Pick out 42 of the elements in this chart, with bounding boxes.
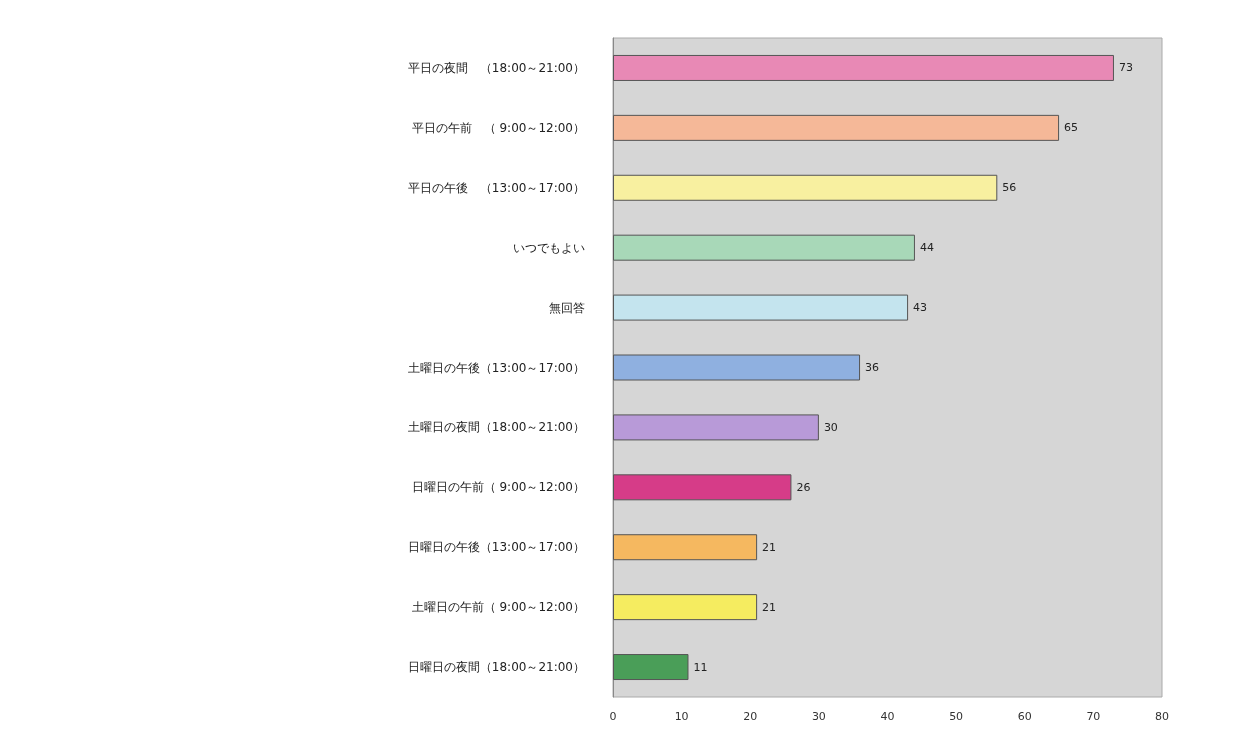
x-tick-label: 20 [743, 710, 758, 723]
y-tick-label: 日曜日の午前（ 9:00～12:00） [411, 480, 585, 495]
y-tick-label: 土曜日の午後（13:00～17:00） [407, 360, 585, 375]
bar [613, 654, 689, 681]
data-label: 21 [762, 540, 777, 554]
data-label: 65 [1064, 121, 1079, 135]
bar [613, 414, 819, 441]
x-tick-label: 40 [880, 710, 895, 723]
bar [613, 534, 758, 561]
x-tick-label: 50 [949, 710, 964, 723]
y-tick-label: 平日の午後 （13:00～17:00） [407, 180, 585, 195]
y-tick-label: 無回答 [549, 300, 585, 315]
bar [613, 54, 1114, 81]
x-tick-label: 80 [1155, 710, 1169, 723]
bar [613, 114, 1060, 141]
data-label: 21 [762, 600, 777, 614]
y-tick-label: 平日の午前 （ 9:00～12:00） [411, 120, 585, 135]
data-label: 73 [1118, 61, 1133, 75]
bar [613, 594, 758, 621]
x-tick-label: 70 [1086, 710, 1101, 723]
x-tick-label: 30 [811, 710, 826, 723]
y-tick-label: 土曜日の夜間（18:00～21:00） [407, 420, 585, 435]
bar [613, 354, 861, 381]
x-tick-label: 60 [1017, 710, 1032, 723]
data-label: 30 [823, 420, 838, 434]
x-tick-label: 10 [674, 710, 689, 723]
y-tick-label: 土曜日の午前（ 9:00～12:00） [411, 600, 585, 615]
bar [613, 234, 915, 261]
data-label: 43 [913, 301, 928, 315]
y-tick-label: 日曜日の夜間（18:00～21:00） [407, 660, 585, 675]
data-label: 36 [865, 361, 880, 374]
y-tick-label: いつでもよい [513, 240, 585, 255]
data-label: 26 [796, 480, 811, 494]
bar [613, 294, 909, 321]
data-label: 11 [693, 660, 708, 674]
bar [613, 474, 792, 501]
x-tick-label: 0 [609, 710, 617, 723]
data-label: 56 [1002, 181, 1017, 195]
y-tick-label: 平日の夜間 （18:00～21:00） [407, 60, 585, 75]
bar [613, 174, 998, 201]
data-label: 44 [919, 241, 934, 255]
y-tick-label: 日曜日の午後（13:00～17:00） [407, 540, 585, 555]
